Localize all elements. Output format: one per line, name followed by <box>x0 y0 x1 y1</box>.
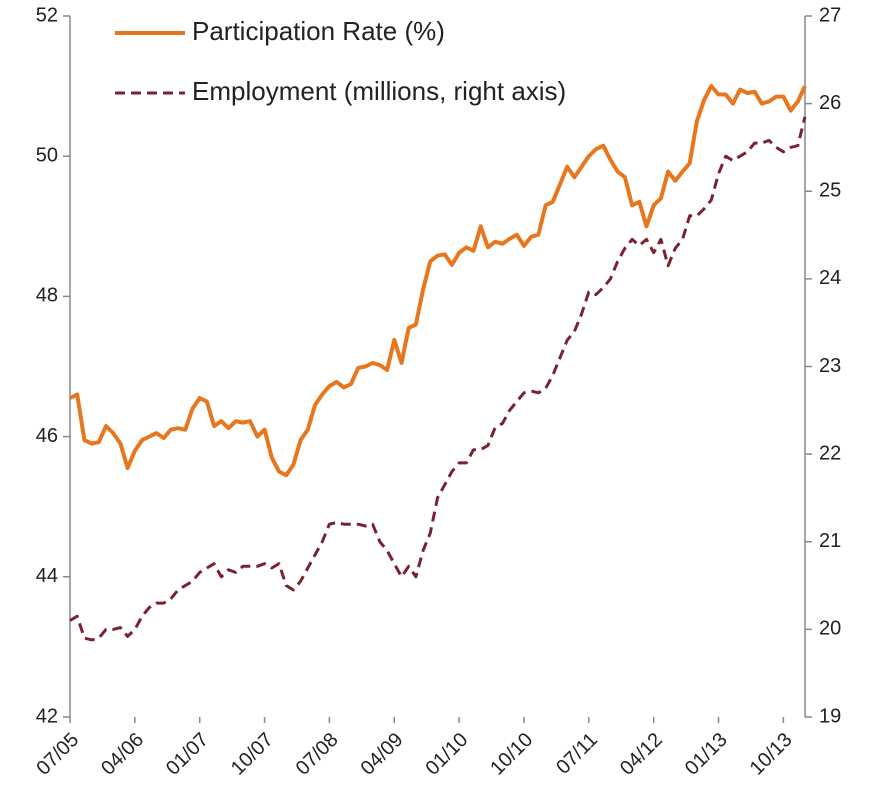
x-tick-label: 10/10 <box>486 729 537 780</box>
x-tick-label: 04/12 <box>616 729 667 780</box>
y2-tick-label: 27 <box>819 4 841 26</box>
y2-tick-label: 25 <box>819 180 841 202</box>
legend-label: Participation Rate (%) <box>192 16 445 46</box>
y2-tick-label: 24 <box>819 267 841 289</box>
y-tick-label: 52 <box>36 4 58 26</box>
x-tick-label: 10/13 <box>746 729 797 780</box>
x-tick-label: 04/06 <box>97 729 148 780</box>
y2-tick-label: 23 <box>819 355 841 377</box>
x-tick-label: 07/11 <box>552 729 602 779</box>
series-line <box>69 116 807 642</box>
y2-tick-label: 22 <box>819 442 841 464</box>
x-tick-label: 07/08 <box>292 729 343 780</box>
x-tick-label: 07/05 <box>32 729 83 780</box>
x-tick-label: 01/10 <box>421 729 472 780</box>
x-tick-label: 10/07 <box>227 729 278 780</box>
legend-label: Employment (millions, right axis) <box>192 76 566 106</box>
y2-tick-label: 21 <box>819 530 841 552</box>
y2-tick-label: 20 <box>819 618 841 640</box>
y2-tick-label: 19 <box>819 705 841 727</box>
y-tick-label: 48 <box>36 285 58 307</box>
y-tick-label: 46 <box>36 425 58 447</box>
y-tick-label: 42 <box>36 705 58 727</box>
x-tick-label: 01/07 <box>162 729 213 780</box>
x-tick-label: 04/09 <box>357 729 408 780</box>
series-line <box>69 84 807 478</box>
y-tick-label: 50 <box>36 144 58 166</box>
y2-tick-label: 26 <box>819 92 841 114</box>
x-tick-label: 01/13 <box>681 729 732 780</box>
y-tick-label: 44 <box>36 565 58 587</box>
